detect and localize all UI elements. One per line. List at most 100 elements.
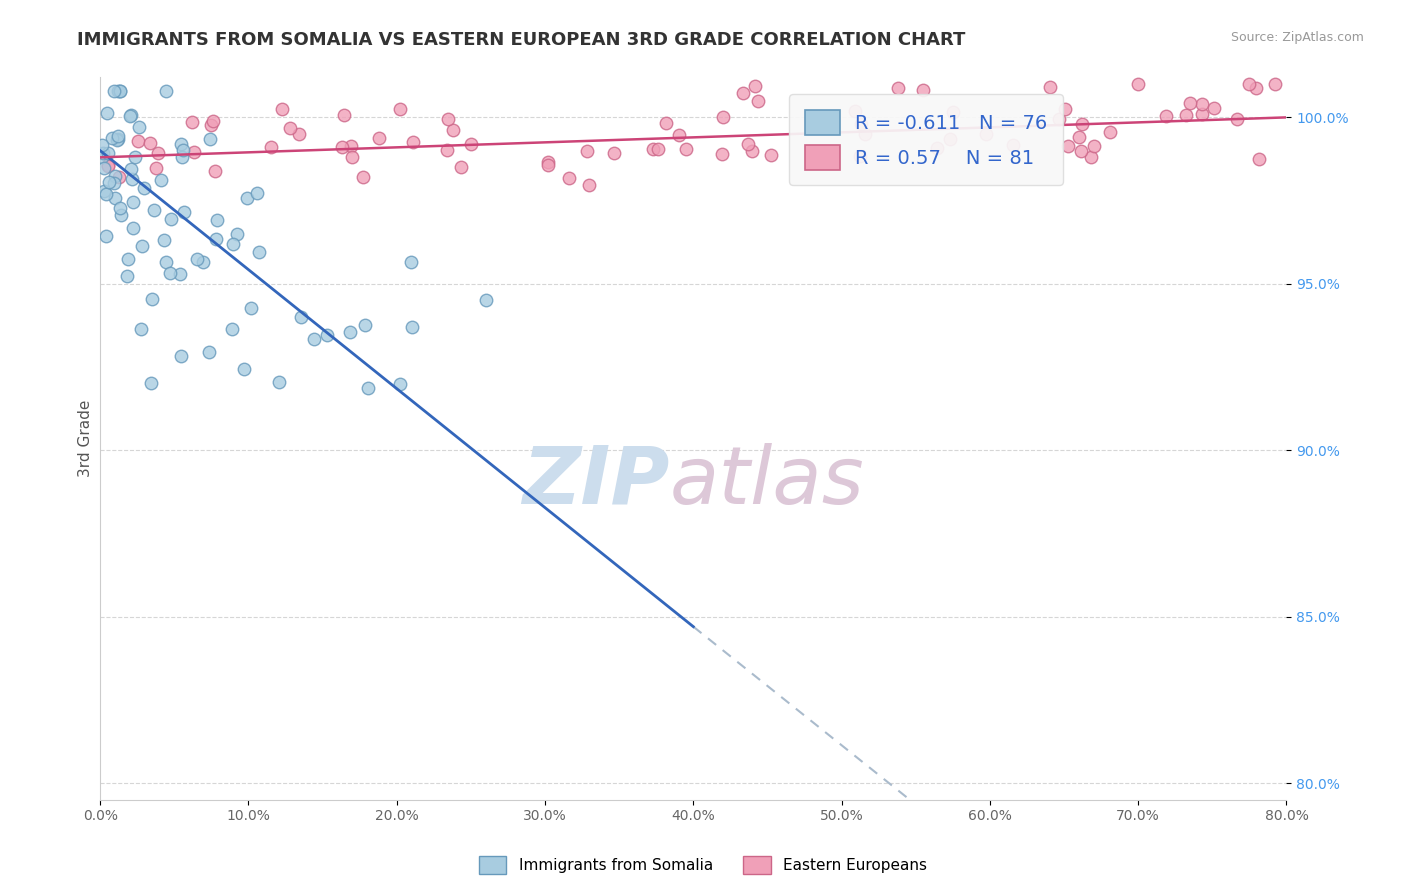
Point — [143, 203, 166, 218]
Point — [912, 83, 935, 97]
Point — [145, 161, 167, 175]
Point — [105, 133, 128, 147]
Point — [340, 150, 363, 164]
Point — [844, 104, 866, 119]
Point — [132, 181, 155, 195]
Point — [110, 208, 132, 222]
Point — [1237, 77, 1260, 91]
Point — [741, 145, 763, 159]
Point — [475, 293, 498, 307]
Point — [104, 191, 127, 205]
Point — [120, 108, 142, 122]
Point — [288, 127, 311, 141]
Point — [1204, 101, 1226, 115]
Point — [96, 187, 118, 202]
Point — [148, 146, 170, 161]
Point — [1002, 137, 1025, 152]
Point — [302, 332, 325, 346]
Point — [1047, 112, 1070, 127]
Point — [389, 377, 412, 392]
Point — [668, 128, 690, 142]
Point — [1070, 144, 1092, 158]
Point — [1053, 102, 1076, 116]
Point — [853, 127, 876, 141]
Point — [122, 195, 145, 210]
Point — [159, 266, 181, 280]
Point — [938, 132, 960, 146]
Point — [170, 349, 193, 363]
Point — [103, 176, 125, 190]
Point — [1071, 117, 1094, 131]
Point — [153, 233, 176, 247]
Point — [202, 114, 225, 128]
Point — [1083, 139, 1105, 153]
Point — [222, 237, 245, 252]
Point — [93, 161, 115, 175]
Point — [368, 130, 391, 145]
Point — [233, 362, 256, 376]
Point — [401, 320, 423, 334]
Point — [1039, 79, 1062, 94]
Point — [733, 86, 755, 100]
Point — [139, 136, 162, 150]
Point — [460, 136, 482, 151]
Point — [181, 114, 204, 128]
Point — [1069, 130, 1091, 145]
Point — [236, 191, 259, 205]
Point — [226, 227, 249, 242]
Point — [186, 252, 208, 266]
Point — [121, 172, 143, 186]
Point — [91, 145, 114, 160]
Point — [104, 169, 127, 184]
Point — [269, 375, 291, 389]
Point — [654, 116, 676, 130]
Point — [247, 244, 270, 259]
Point — [352, 169, 374, 184]
Point — [107, 128, 129, 143]
Point — [1175, 108, 1198, 122]
Point — [1126, 77, 1149, 91]
Point — [198, 132, 221, 146]
Point — [575, 144, 598, 158]
Point — [941, 104, 963, 119]
Point — [204, 163, 226, 178]
Point — [191, 254, 214, 268]
Point — [886, 81, 908, 95]
Point — [436, 143, 458, 157]
Point — [278, 120, 301, 135]
Point — [103, 84, 125, 98]
Text: atlas: atlas — [669, 443, 865, 521]
Point — [124, 150, 146, 164]
Point — [737, 137, 759, 152]
Point — [1057, 139, 1080, 153]
Point — [115, 268, 138, 283]
Point — [90, 137, 112, 152]
Point — [141, 292, 163, 306]
Point — [340, 138, 363, 153]
Point — [108, 169, 131, 184]
Point — [1226, 112, 1249, 126]
Point — [172, 144, 194, 158]
Point — [107, 84, 129, 98]
Point — [1191, 96, 1213, 111]
Point — [139, 376, 162, 390]
Point — [537, 158, 560, 172]
Point — [127, 134, 149, 148]
Point — [108, 84, 131, 98]
Point — [330, 140, 353, 154]
Point — [1247, 152, 1270, 166]
Text: ZIP: ZIP — [522, 443, 669, 521]
Point — [388, 103, 411, 117]
Point — [97, 145, 120, 160]
Point — [437, 112, 460, 126]
Point — [399, 255, 422, 269]
Point — [851, 117, 873, 131]
Point — [925, 141, 948, 155]
Point — [974, 127, 997, 141]
Text: IMMIGRANTS FROM SOMALIA VS EASTERN EUROPEAN 3RD GRADE CORRELATION CHART: IMMIGRANTS FROM SOMALIA VS EASTERN EUROP… — [77, 31, 966, 49]
Point — [643, 142, 665, 156]
Point — [339, 325, 361, 339]
Point — [537, 155, 560, 169]
Point — [169, 267, 191, 281]
Point — [647, 143, 669, 157]
